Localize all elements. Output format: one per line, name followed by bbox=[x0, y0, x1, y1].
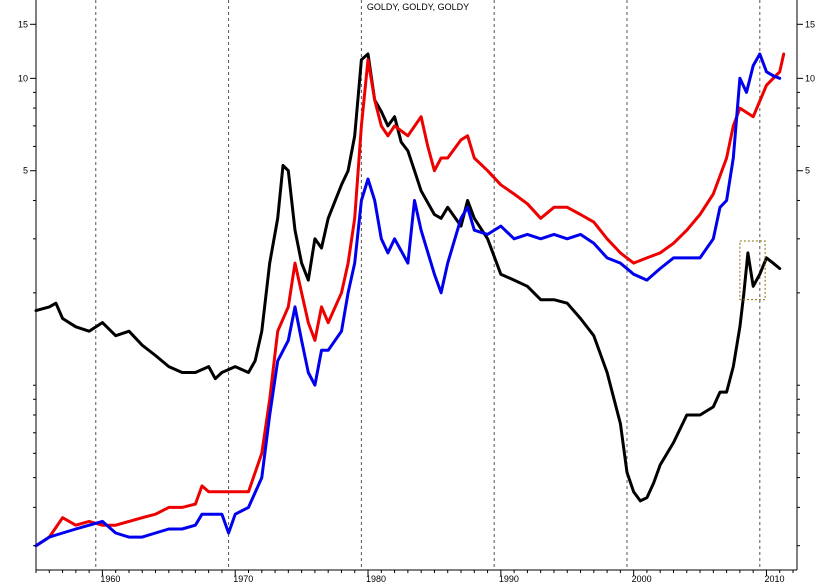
y-tick-label-left: 15 bbox=[18, 19, 28, 29]
x-tick-label: 1960 bbox=[100, 574, 120, 584]
annotation-layer bbox=[739, 240, 766, 301]
y-tick-label-left: 10 bbox=[18, 73, 28, 83]
x-tick-label: 1970 bbox=[233, 574, 253, 584]
y-tick-label-left: 5 bbox=[23, 166, 28, 176]
x-tick-label: 1980 bbox=[366, 574, 386, 584]
series-layer bbox=[34, 52, 786, 548]
y-tick-label-right: 5 bbox=[805, 166, 810, 176]
series-line-2 bbox=[34, 52, 786, 548]
x-tick-label: 2010 bbox=[764, 574, 784, 584]
annotation-box bbox=[739, 240, 766, 301]
y-tick-label-right: 15 bbox=[805, 19, 815, 29]
ticks-layer: 5 5 10 10 15 15 1960 1970 1980 1990 2000 2010 bbox=[18, 19, 815, 584]
x-tick-label: 1990 bbox=[499, 574, 519, 584]
y-tick-label-right: 10 bbox=[805, 73, 815, 83]
x-tick-label: 2000 bbox=[632, 574, 652, 584]
series-line-1 bbox=[34, 52, 782, 503]
chart-title: GOLDY, GOLDY, GOLDY bbox=[367, 2, 469, 12]
axes bbox=[35, 0, 798, 571]
series-line-3 bbox=[34, 52, 782, 548]
